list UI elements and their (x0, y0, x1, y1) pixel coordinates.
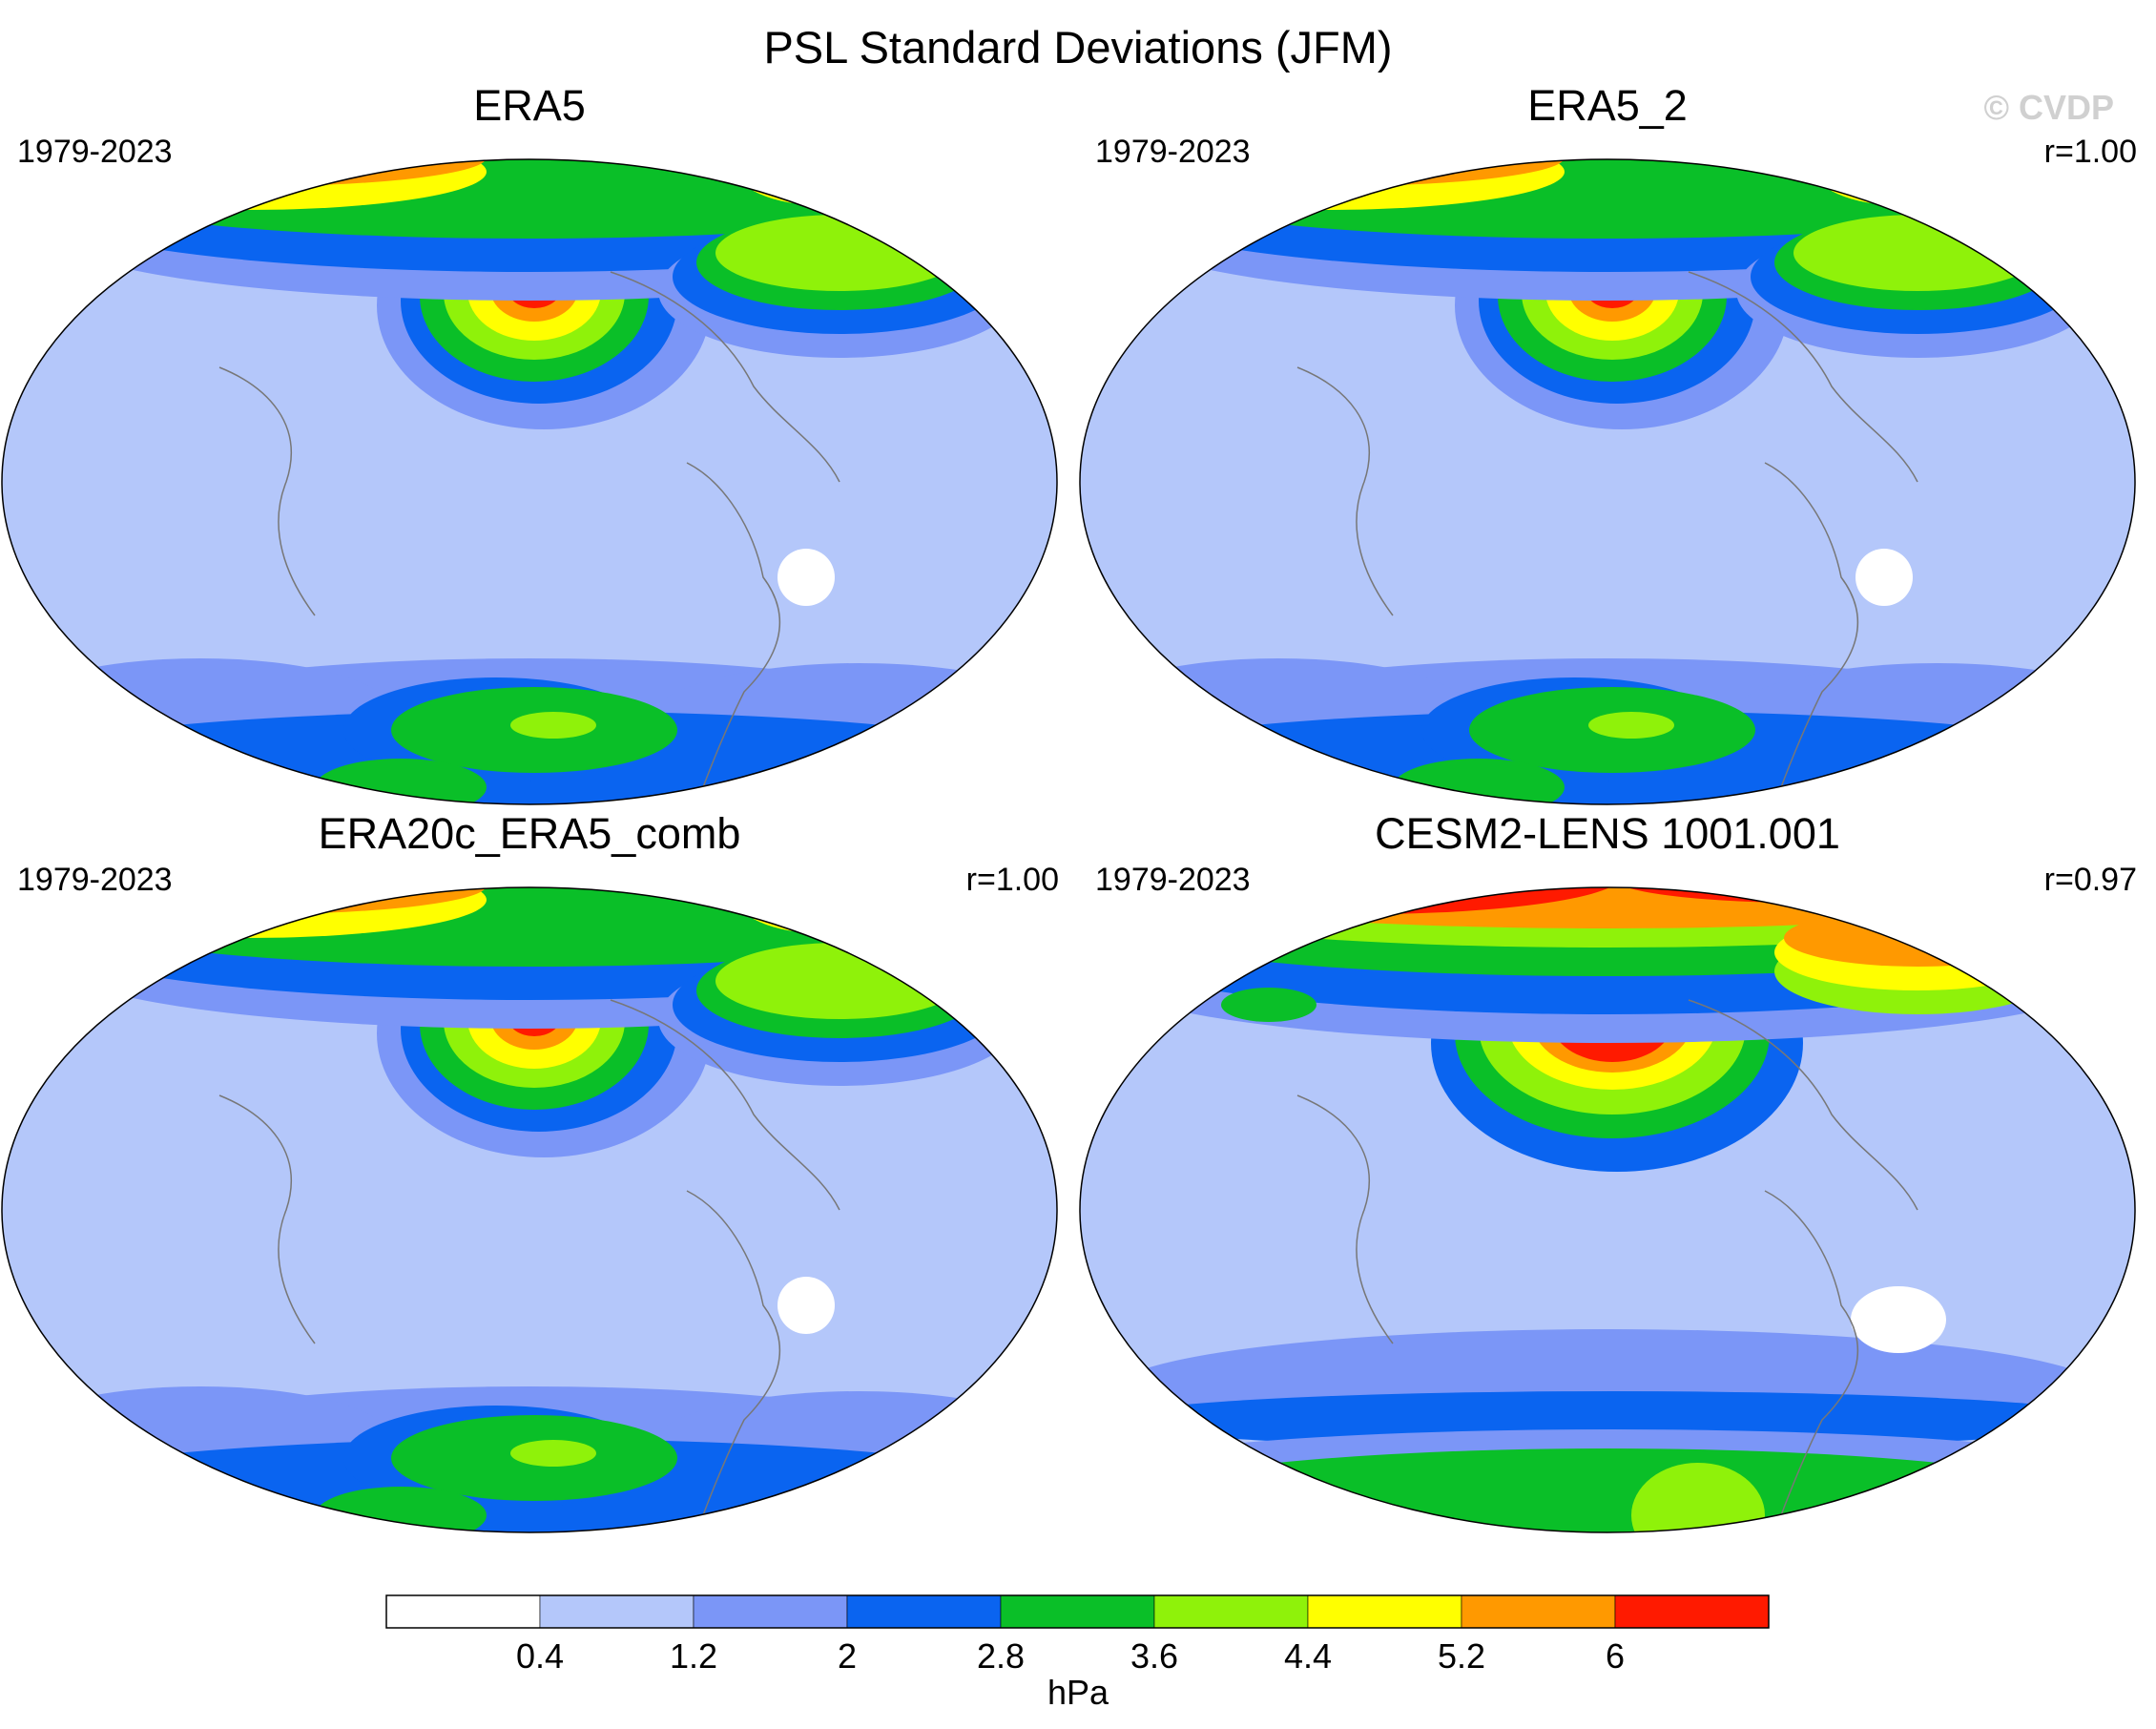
contour-band (763, 887, 878, 914)
coastline (610, 271, 840, 483)
contour-band (52, 887, 1006, 967)
colorbar-swatch (1461, 1594, 1616, 1629)
contour-band (1107, 159, 1565, 186)
colorbar-swatch (1307, 1594, 1462, 1629)
contour-band (1588, 712, 1674, 739)
world-map (1, 864, 1058, 1533)
panel-title: ERA5 (473, 81, 586, 130)
panel-correlation: r=1.00 (2043, 134, 2137, 170)
contour-band (735, 887, 906, 933)
coastline (1764, 462, 1859, 804)
panel-period: 1979-2023 (17, 862, 173, 898)
contour-band (1402, 159, 1517, 160)
map-panel-cesm2: CESM2-LENS 1001.001 1979-2023 r=0.97 (1078, 809, 2137, 1534)
contour-band (1107, 1391, 2118, 1448)
colorbar-swatch (1000, 1594, 1155, 1629)
contour-band (803, 887, 838, 901)
figure-title: PSL Standard Deviations (JFM) (763, 22, 1393, 73)
contour-band (1107, 887, 1622, 914)
panel-period: 1979-2023 (1095, 862, 1251, 898)
colorbar-tick-label: 1.2 (670, 1636, 717, 1676)
coastline (1688, 999, 1918, 1211)
coastline (218, 366, 316, 616)
colorbar-outline (385, 1594, 1770, 1629)
colorbar-swatch (693, 1594, 848, 1629)
contour-band (200, 864, 277, 887)
map-panel-era5: ERA5 1979-2023 (0, 81, 1059, 806)
panel-title: ERA5_2 (1527, 81, 1688, 130)
contour-band (1221, 988, 1316, 1022)
panel-title: CESM2-LENS 1001.001 (1375, 809, 1840, 858)
colorbar-swatch (1614, 1594, 1770, 1629)
map-field (2, 864, 1057, 1532)
world-map (1079, 136, 2136, 805)
coastline (1296, 366, 1394, 616)
contour-band (1631, 1463, 1765, 1532)
colorbar-tick-label: 6 (1606, 1636, 1625, 1676)
map-field (1080, 887, 2135, 1532)
world-map (1079, 886, 2136, 1533)
contour-band (324, 159, 439, 160)
contour-band (1881, 159, 1916, 173)
contour-band (52, 159, 1006, 239)
colorbar-tick-label: 3.6 (1130, 1636, 1178, 1676)
panel-title: ERA20c_ERA5_comb (318, 809, 741, 858)
contour-band (200, 136, 277, 159)
coastline (610, 999, 840, 1211)
colorbar-tick-label: 4.4 (1284, 1636, 1332, 1676)
contour-band (1841, 159, 1956, 186)
contour-band (1278, 136, 1355, 159)
coastline (1296, 1094, 1394, 1344)
panel-correlation: r=1.00 (965, 862, 1059, 898)
contour-band (510, 712, 596, 739)
contour-band (777, 549, 835, 606)
coastline (686, 462, 781, 804)
contour-band (715, 215, 964, 291)
coastline (686, 1190, 781, 1532)
colorbar-swatch (846, 1594, 1002, 1629)
contour-band (1150, 887, 2065, 928)
contour-band (1612, 887, 1994, 903)
map-border (1, 886, 1058, 1533)
credit-watermark: © CVDP (1983, 88, 2114, 127)
contour-band (777, 1277, 835, 1334)
colorbar-swatch (385, 1594, 541, 1629)
contour-band (1080, 1448, 2135, 1532)
contour-band (1855, 549, 1913, 606)
coastline (1764, 1190, 1859, 1532)
contour-band (1130, 159, 2084, 239)
contour-band (1784, 909, 2051, 967)
colorbar-swatch (1153, 1594, 1309, 1629)
contour-band (1793, 215, 2042, 291)
coastline (218, 1094, 316, 1344)
contour-band (803, 159, 838, 173)
panel-period: 1979-2023 (1095, 134, 1251, 170)
colorbar-unit: hPa (1047, 1673, 1109, 1712)
contour-band (1851, 1286, 1946, 1353)
panel-period: 1979-2023 (17, 134, 173, 170)
contour-band (715, 943, 964, 1019)
map-border (1079, 158, 2136, 805)
contour-band (763, 159, 878, 186)
colorbar-tick-label: 2 (838, 1636, 857, 1676)
colorbar-tick-label: 2.8 (977, 1636, 1025, 1676)
contour-band (324, 887, 439, 888)
coastline (1688, 271, 1918, 483)
map-border (1079, 886, 2136, 1533)
colorbar-tick-label: 5.2 (1438, 1636, 1485, 1676)
contour-band (29, 887, 487, 914)
map-border (1, 158, 1058, 805)
panel-correlation: r=0.97 (2043, 862, 2137, 898)
contour-band (735, 159, 906, 205)
contour-band (510, 1440, 596, 1467)
contour-band (1813, 159, 1984, 205)
world-map (1, 136, 1058, 805)
colorbar-swatch (539, 1594, 694, 1629)
contour-band (29, 159, 487, 186)
colorbar-tick-label: 0.4 (516, 1636, 564, 1676)
map-field (1080, 136, 2135, 804)
map-panel-era5-2: ERA5_2 1979-2023 r=1.00 (1078, 81, 2137, 806)
map-field (2, 136, 1057, 804)
map-panel-era20c: ERA20c_ERA5_comb 1979-2023 r=1.00 (0, 809, 1059, 1534)
